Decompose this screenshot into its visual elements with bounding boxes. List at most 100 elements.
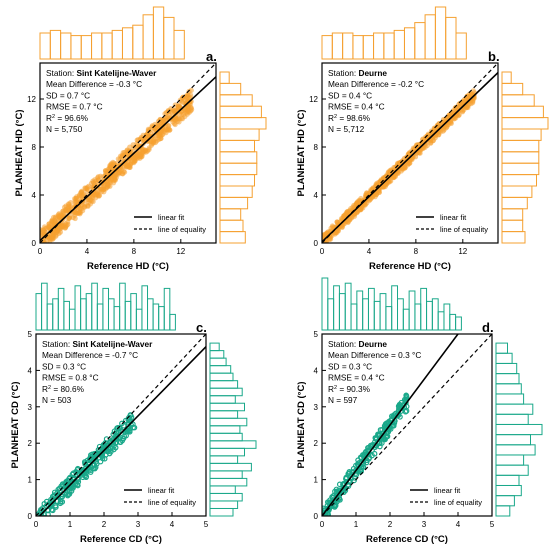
x-tick-label: 4	[367, 247, 372, 256]
y-tick-label: 4	[32, 191, 37, 200]
data-point	[346, 468, 353, 475]
data-point	[350, 465, 357, 472]
x-tick-label: 12	[458, 247, 467, 256]
stats-rmse: RMSE = 0.7 °C	[46, 102, 103, 112]
top-histogram-bar	[344, 282, 352, 331]
top-histogram-bar	[362, 298, 369, 331]
top-histogram-bar	[445, 16, 457, 60]
plot-area	[322, 334, 492, 516]
right-histogram-bar	[495, 454, 525, 466]
data-point	[64, 492, 71, 499]
data-point	[405, 161, 412, 167]
data-point	[370, 186, 376, 192]
x-axis-label: Reference HD (°C)	[87, 261, 169, 272]
stats-r2-value: = 98.6%	[337, 113, 371, 123]
right-histogram-bar	[495, 373, 520, 385]
panel-label: c.	[196, 320, 207, 335]
y-tick-label: 12	[309, 95, 318, 104]
right-histogram-bar	[209, 440, 257, 449]
legend-linear-fit-label: linear fit	[440, 213, 467, 222]
y-tick-label: 0	[28, 512, 33, 521]
data-point	[38, 518, 42, 522]
top-histogram-bar	[321, 35, 333, 60]
x-tick-label: 4	[85, 247, 90, 256]
data-point	[60, 482, 66, 489]
data-point	[364, 457, 370, 464]
top-histogram-bar	[367, 287, 375, 331]
top-histogram-bar	[385, 306, 393, 331]
data-point	[162, 111, 168, 117]
right-histogram-bar	[209, 372, 234, 382]
right-histogram-bar	[209, 455, 239, 464]
top-histogram-bar	[152, 6, 165, 60]
axes-frame	[321, 62, 499, 244]
right-histogram-bar	[219, 139, 255, 153]
data-point	[126, 164, 132, 171]
stats-r2-value: = 96.6%	[55, 113, 89, 123]
data-point	[62, 482, 69, 488]
stats-rmse: RMSE = 0.8 °C	[42, 373, 99, 383]
legend-linear-fit-label: linear fit	[434, 486, 461, 495]
top-histogram-bar	[352, 35, 364, 60]
stats-station-line: Station: Sint Katelijne-Waver	[46, 68, 157, 78]
x-tick-label: 0	[38, 247, 43, 256]
top-histogram-bar	[80, 298, 87, 331]
data-point	[146, 138, 152, 144]
plot-area	[322, 63, 498, 243]
top-histogram-bar	[91, 282, 98, 331]
right-histogram-bar	[495, 352, 513, 364]
data-point	[99, 450, 105, 457]
x-axis-label: Reference CD (°C)	[80, 534, 162, 544]
stats-r2-prefix: R	[46, 113, 52, 123]
top-histogram-bar	[379, 293, 387, 331]
x-tick-label: 5	[490, 520, 495, 529]
top-histogram-bar	[443, 303, 451, 331]
data-point	[325, 511, 332, 516]
top-histogram-bar	[121, 27, 134, 60]
data-point	[130, 424, 136, 431]
x-tick-label: 2	[102, 520, 107, 529]
right-histogram-bar	[495, 434, 531, 446]
right-histogram-bar	[209, 342, 220, 352]
right-histogram-bar	[495, 362, 518, 375]
top-histogram-bar	[158, 306, 165, 331]
y-tick-label: 0	[32, 239, 37, 248]
right-histogram-bar	[501, 151, 540, 164]
right-histogram-bar	[501, 174, 537, 187]
top-histogram-bar	[434, 6, 447, 60]
data-point	[372, 435, 379, 441]
top-histogram-bar	[397, 298, 404, 331]
top-histogram-bar	[373, 32, 385, 60]
top-histogram-bar	[455, 316, 462, 331]
data-point	[146, 145, 152, 151]
right-histogram-bar	[209, 402, 245, 412]
stats-r2-prefix: R	[42, 384, 48, 394]
stats-r2-sup: 2	[334, 385, 337, 391]
data-point	[119, 420, 125, 427]
right-histogram-bar	[501, 219, 524, 233]
stats-station-name: Sint Katelijne-Waver	[72, 339, 153, 349]
y-tick-label: 12	[27, 95, 36, 104]
linear-fit-line	[322, 334, 459, 516]
y-axis-label: PLANHEAT CD (°C)	[10, 381, 21, 468]
x-tick-label: 12	[176, 247, 185, 256]
right-histogram-bar	[501, 117, 549, 130]
y-tick-label: 3	[28, 403, 33, 412]
data-point	[402, 164, 408, 170]
right-histogram-bar	[495, 505, 511, 517]
right-histogram-bar	[495, 495, 515, 507]
data-point	[100, 174, 107, 180]
top-histogram-bar	[142, 14, 154, 60]
data-point	[363, 448, 369, 455]
top-histogram-bar	[393, 29, 405, 60]
y-axis-label: PLANHEAT HD (°C)	[14, 109, 25, 196]
top-histogram-bar	[408, 290, 416, 331]
right-histogram-bar	[219, 231, 246, 244]
right-histogram-bar	[219, 162, 258, 176]
data-point	[86, 183, 92, 189]
right-histogram-bar	[219, 117, 267, 130]
data-point	[59, 493, 66, 500]
linear-fit-line	[40, 76, 216, 242]
data-point	[448, 120, 454, 126]
stats-n: N = 5,712	[328, 124, 365, 134]
